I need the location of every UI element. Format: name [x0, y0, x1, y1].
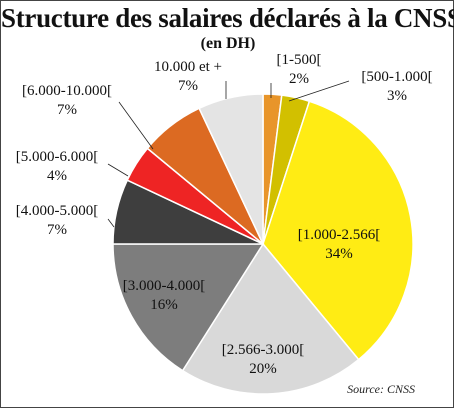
- leader-line: [107, 218, 115, 228]
- chart-subtitle: (en DH): [200, 35, 256, 52]
- slice-label: [4.000-5.000[: [16, 203, 99, 219]
- slice-value-label: 7%: [57, 102, 77, 118]
- slice-value-label: 7%: [178, 78, 198, 94]
- slice-value-label: 34%: [325, 246, 353, 262]
- slice-label: [5.000-6.000[: [16, 149, 99, 165]
- slice-label: [2.566-3.000[: [222, 342, 305, 358]
- pie-slice: [112, 243, 265, 372]
- slice-value-label: 20%: [249, 361, 277, 377]
- slice-value-label: 2%: [289, 71, 309, 87]
- slice-label: [1-500[: [277, 52, 322, 68]
- chart-title: Structure des salaires déclarés à la CNS…: [1, 3, 454, 33]
- pie-slice: [198, 93, 264, 245]
- slice-label: 10.000 et +: [154, 59, 222, 75]
- slice-value-label: 3%: [387, 88, 407, 104]
- leader-line: [118, 101, 154, 150]
- slice-value-label: 7%: [47, 222, 67, 238]
- pie-slice: [262, 100, 414, 361]
- slice-value-label: 16%: [150, 297, 178, 313]
- source-note: Source: CNSS: [347, 382, 415, 396]
- slice-label: [500-1.000[: [361, 69, 432, 85]
- pie-slice: [181, 242, 360, 395]
- slice-label: [3.000-4.000[: [123, 278, 206, 294]
- leader-line: [288, 80, 350, 102]
- leader-line: [107, 163, 129, 177]
- slice-label: [6.000-10.000[: [22, 83, 112, 99]
- slice-label: [1.000-2.566[: [298, 227, 381, 243]
- slice-value-label: 4%: [47, 168, 67, 184]
